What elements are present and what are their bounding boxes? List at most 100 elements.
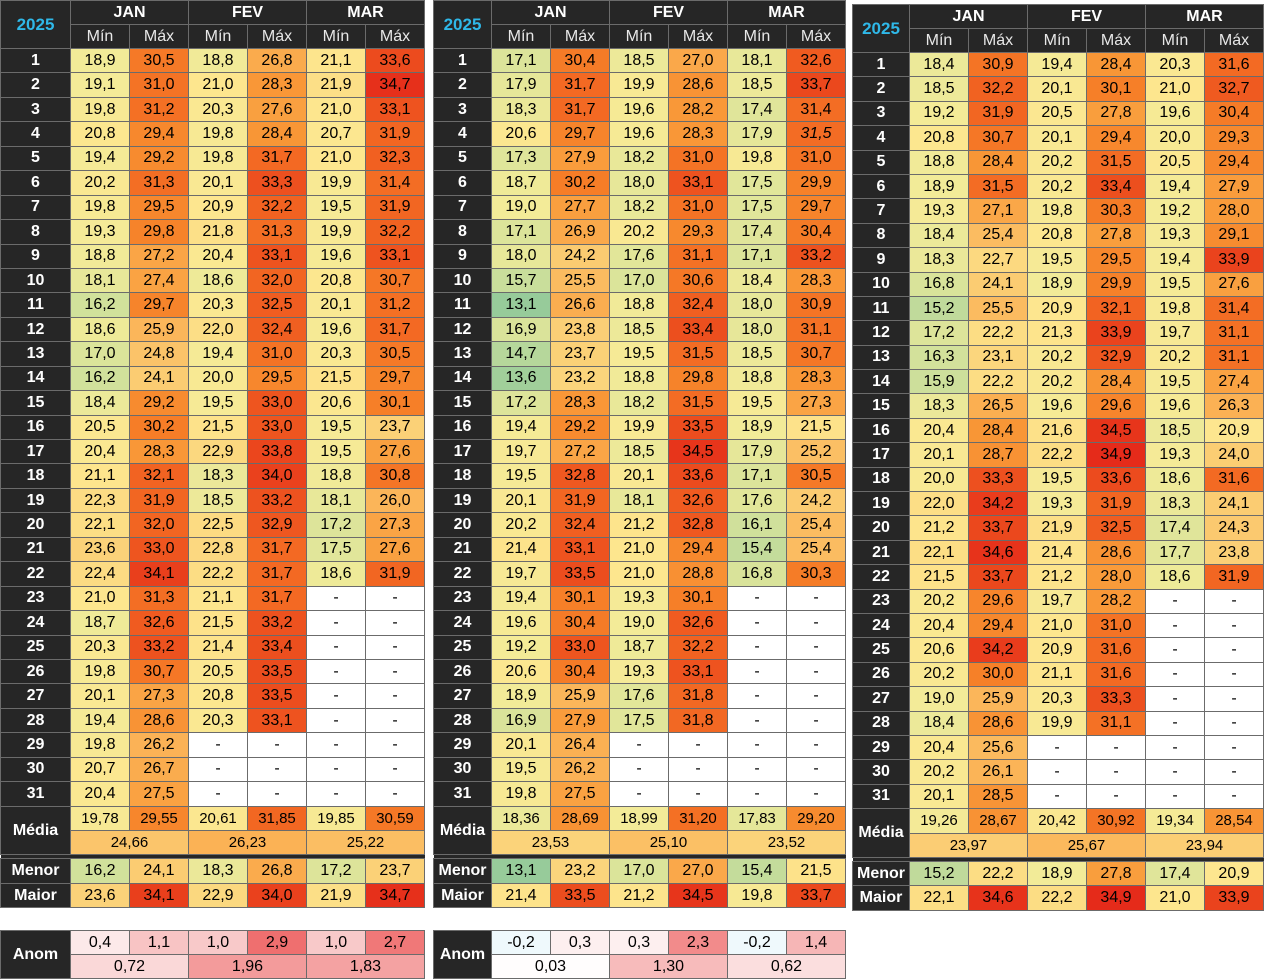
- min-temp-cell: -: [609, 756, 669, 783]
- max-temp-cell: -: [1204, 661, 1264, 688]
- min-temp-cell: 13,6: [491, 365, 551, 392]
- day-number: 24: [433, 610, 492, 636]
- day-row: 14 13,6 23,2 18,8 29,8 18,8 28,3: [433, 365, 846, 392]
- min-temp-cell: 20,3: [188, 292, 248, 318]
- max-temp-cell: -: [1204, 588, 1264, 614]
- min-temp-cell: 22,5: [188, 512, 248, 538]
- day-row: 2 19,1 31,0 21,0 28,3 21,9 34,7: [0, 72, 425, 98]
- min-temp-cell: -: [727, 707, 787, 734]
- min-value: 26,8: [247, 858, 307, 884]
- min-temp-cell: 19,5: [1027, 466, 1087, 493]
- min-temp-cell: 20,4: [909, 734, 969, 761]
- max-temp-cell: 31,9: [968, 100, 1028, 127]
- max-temp-cell: 34,2: [968, 491, 1028, 517]
- min-temp-cell: 20,9: [1027, 295, 1087, 322]
- media-value: 18,36: [491, 805, 551, 832]
- day-row: 29 20,4 25,6- - - -: [852, 734, 1264, 761]
- day-number: 4: [433, 121, 492, 147]
- min-temp-cell: -: [609, 732, 669, 758]
- min-temp-cell: 15,2: [909, 295, 969, 322]
- month-header: FEV: [1027, 4, 1146, 29]
- min-temp-cell: 21,0: [306, 96, 366, 123]
- min-temp-cell: 19,8: [70, 96, 130, 123]
- max-temp-cell: 32,2: [668, 634, 728, 660]
- month-header: FEV: [609, 0, 728, 25]
- max-temp-cell: 26,0: [365, 487, 425, 514]
- min-temp-cell: 19,3: [609, 585, 669, 612]
- day-row: 17 20,4 28,3 22,9 33,8 19,5 27,6: [0, 438, 425, 465]
- anomaly-value: 1,0: [306, 930, 366, 955]
- day-row: 19 22,0 34,2 19,3 31,9 18,3 24,1: [852, 491, 1264, 517]
- max-temp-cell: 33,4: [247, 634, 307, 660]
- min-temp-cell: 18,4: [909, 222, 969, 249]
- media-value: 19,85: [306, 805, 366, 832]
- temperature-grid: 2025 JAN FEV MAR Mín Máx Mín Máx Mín Máx 1 17,1 30,4…: [433, 0, 846, 909]
- max-temp-cell: 33,9: [1086, 320, 1146, 346]
- month-header: FEV: [188, 0, 307, 25]
- day-number: 1: [433, 47, 492, 74]
- day-number: 9: [433, 243, 492, 269]
- min-temp-cell: 20,2: [491, 512, 551, 538]
- day-row: 2 17,9 31,7 19,9 28,6 18,5 33,7: [433, 72, 846, 98]
- max-temp-cell: 31,7: [247, 561, 307, 587]
- max-temp-cell: 30,1: [365, 390, 425, 416]
- max-temp-cell: 29,5: [129, 194, 189, 221]
- min-temp-cell: 19,8: [491, 781, 551, 807]
- max-value: 34,7: [365, 882, 425, 909]
- max-temp-cell: -: [365, 732, 425, 758]
- min-temp-cell: 18,2: [609, 194, 669, 221]
- min-temp-cell: 21,0: [1027, 612, 1087, 639]
- max-temp-cell: 29,1: [1204, 222, 1264, 249]
- max-temp-cell: 29,2: [129, 390, 189, 416]
- min-temp-cell: 19,9: [306, 219, 366, 245]
- day-number: 26: [0, 658, 71, 685]
- min-temp-cell: 18,4: [909, 710, 969, 736]
- day-row: 23 20,2 29,6 19,7 28,2- -: [852, 588, 1264, 614]
- max-temp-cell: 28,3: [786, 267, 846, 294]
- min-temp-cell: 19,7: [1027, 588, 1087, 614]
- max-temp-cell: 31,5: [1086, 149, 1146, 175]
- min-temp-cell: 17,2: [306, 512, 366, 538]
- max-temp-cell: 33,1: [668, 658, 728, 685]
- max-temp-cell: 32,4: [247, 316, 307, 343]
- max-temp-cell: 32,7: [1204, 76, 1264, 102]
- max-temp-cell: 25,4: [786, 536, 846, 563]
- min-header: Mín: [909, 28, 969, 53]
- min-temp-cell: 18,3: [188, 463, 248, 489]
- day-row: 30 20,2 26,1- - - -: [852, 759, 1264, 785]
- max-value: 33,9: [1204, 885, 1264, 911]
- max-temp-cell: 27,9: [550, 145, 610, 172]
- min-temp-cell: 20,4: [70, 781, 130, 807]
- max-temp-cell: 30,7: [129, 658, 189, 685]
- max-temp-cell: 31,6: [1086, 661, 1146, 688]
- max-temp-cell: -: [365, 634, 425, 660]
- max-temp-cell: 29,9: [786, 170, 846, 196]
- min-temp-cell: 19,5: [1145, 271, 1205, 297]
- max-temp-cell: 31,9: [550, 487, 610, 514]
- min-temp-cell: 21,4: [188, 634, 248, 660]
- max-temp-cell: -: [365, 707, 425, 734]
- min-header: Mín: [70, 24, 130, 49]
- day-number: 13: [852, 344, 910, 371]
- day-number: 14: [852, 369, 910, 395]
- max-temp-cell: 28,6: [968, 710, 1028, 736]
- min-value: 16,2: [70, 858, 130, 884]
- max-temp-cell: -: [786, 610, 846, 636]
- day-number: 9: [852, 247, 910, 273]
- min-temp-cell: 20,1: [491, 487, 551, 514]
- min-temp-cell: 18,2: [609, 145, 669, 172]
- max-temp-cell: 23,8: [550, 316, 610, 343]
- min-temp-cell: -: [188, 732, 248, 758]
- day-number: 7: [0, 194, 71, 221]
- maior-label: Maior: [0, 882, 71, 909]
- max-temp-cell: 30,4: [550, 47, 610, 74]
- max-header: Máx: [247, 24, 307, 49]
- month-header: JAN: [70, 0, 189, 25]
- min-temp-cell: 18,4: [909, 51, 969, 78]
- min-temp-cell: 17,3: [491, 145, 551, 172]
- min-temp-cell: 21,4: [491, 536, 551, 563]
- day-number: 3: [852, 100, 910, 127]
- max-temp-cell: 27,1: [968, 198, 1028, 224]
- day-number: 27: [0, 683, 71, 709]
- min-header: Mín: [306, 24, 366, 49]
